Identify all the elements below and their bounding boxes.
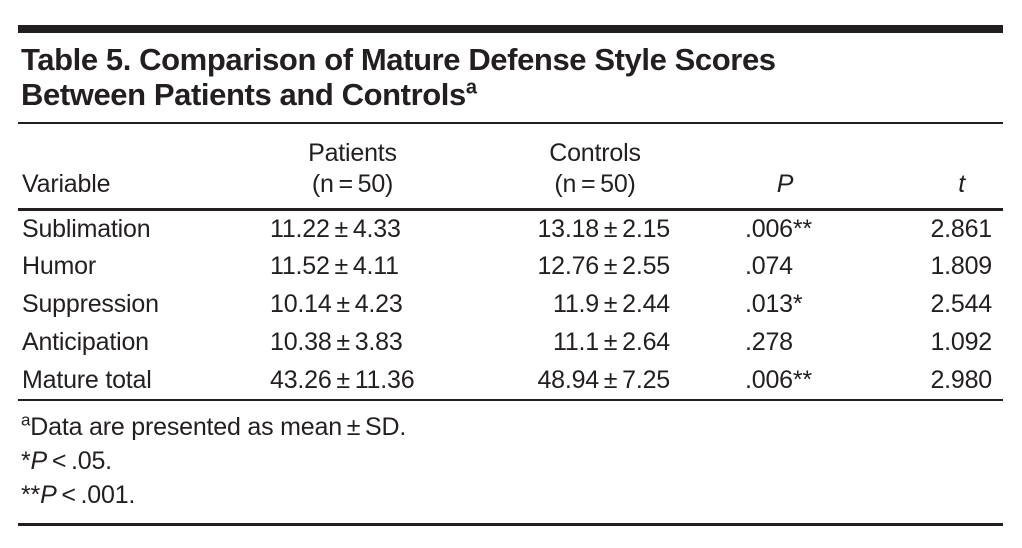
comparison-table: Variable Patients (n = 50) Controls (n =…: [18, 124, 1003, 401]
title-divider-rule: [18, 122, 1003, 124]
variable-cell: Humor: [22, 252, 97, 280]
table-row-suppression: Suppression 10.14 ± 4.23 11.9 ± 2.44 .01…: [18, 286, 1003, 324]
controls-cell: 12.76 ± 2.55: [537, 252, 670, 280]
table-title-footnote-marker: a: [465, 76, 477, 99]
table-row-sublimation: Sublimation 11.22 ± 4.33 13.18 ± 2.15 .0…: [18, 210, 1003, 248]
table-title-line2: Between Patients and Controls: [21, 77, 466, 112]
p-value-cell: .013*: [745, 290, 803, 318]
table-figure: Table 5. Comparison of Mature Defense St…: [18, 25, 1003, 526]
table-row-mature-total: Mature total 43.26 ± 11.36 48.94 ± 7.25 …: [18, 362, 1003, 400]
header-row: Variable Patients (n = 50) Controls (n =…: [18, 124, 1003, 210]
patients-header-line2: (n = 50): [311, 170, 394, 198]
column-header-patients: Patients (n = 50): [254, 124, 451, 210]
controls-cell: 48.94 ± 7.25: [537, 365, 670, 394]
table-row-anticipation: Anticipation 10.38 ± 3.83 11.1 ± 2.64 .2…: [18, 324, 1003, 362]
table-footnotes: aData are presented as mean ± SD. *P < .…: [18, 401, 1003, 512]
footnote-marker-star: *: [21, 446, 31, 475]
footnote-p-symbol: P: [30, 446, 48, 475]
column-header-t-statistic: t: [958, 170, 965, 198]
patients-cell: 10.38 ± 3.83: [270, 328, 403, 356]
table-title: Table 5. Comparison of Mature Defense St…: [18, 33, 1003, 122]
controls-cell: 13.18 ± 2.15: [537, 214, 670, 243]
t-statistic-cell: 1.809: [930, 252, 992, 280]
footnote-significance-001: **P < .001.: [21, 478, 1003, 512]
t-statistic-cell: 2.544: [930, 290, 992, 318]
footnote-marker-a: a: [21, 410, 31, 430]
patients-header-line1: Patients: [308, 139, 397, 167]
controls-cell: 11.9 ± 2.44: [553, 290, 670, 318]
patients-cell: 11.22 ± 4.33: [270, 214, 401, 243]
t-statistic-cell: 1.092: [930, 328, 992, 356]
footnote-text: < .05.: [47, 446, 112, 475]
table-header: Variable Patients (n = 50) Controls (n =…: [18, 124, 1003, 210]
table-row-humor: Humor 11.52 ± 4.11 12.76 ± 2.55 .074 1.8…: [18, 248, 1003, 286]
column-header-variable: Variable: [22, 170, 111, 198]
variable-cell: Mature total: [22, 365, 152, 394]
patients-cell: 43.26 ± 11.36: [270, 365, 415, 394]
p-value-cell: .278: [745, 328, 793, 356]
column-header-p-value: P: [776, 170, 794, 198]
t-statistic-cell: 2.980: [930, 365, 992, 394]
controls-cell: 11.1 ± 2.64: [553, 328, 670, 356]
patients-cell: 11.52 ± 4.11: [270, 252, 399, 280]
table-body: Sublimation 11.22 ± 4.33 13.18 ± 2.15 .0…: [18, 210, 1003, 400]
p-value-cell: .006**: [745, 214, 812, 243]
table-title-line1: Table 5. Comparison of Mature Defense St…: [21, 42, 776, 77]
patients-cell: 10.14 ± 4.23: [270, 290, 403, 318]
table-top-rule: [18, 25, 1003, 33]
table-bottom-rule: [18, 522, 1003, 526]
variable-cell: Sublimation: [22, 214, 151, 243]
controls-header-line2: (n = 50): [554, 170, 636, 198]
footnote-text: Data are presented as mean ± SD.: [30, 412, 407, 441]
controls-header-line1: Controls: [549, 139, 641, 167]
p-value-cell: .074: [745, 252, 793, 280]
footnote-text: < .001.: [56, 480, 136, 509]
footnote-marker-double-star: **: [21, 480, 41, 509]
footnote-p-symbol: P: [40, 480, 57, 509]
footnote-data-presentation: aData are presented as mean ± SD.: [21, 410, 1003, 444]
t-statistic-cell: 2.861: [930, 214, 992, 243]
p-value-cell: .006**: [745, 365, 812, 394]
footnote-significance-05: *P < .05.: [21, 444, 1003, 478]
variable-cell: Anticipation: [22, 328, 149, 356]
variable-cell: Suppression: [22, 290, 159, 318]
column-header-controls: Controls (n = 50): [451, 124, 687, 210]
